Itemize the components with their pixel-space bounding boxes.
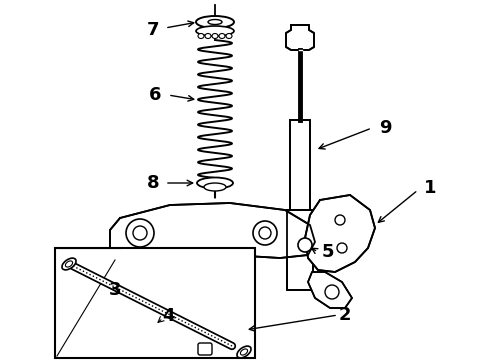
- Text: 9: 9: [379, 119, 391, 137]
- Ellipse shape: [208, 19, 222, 24]
- Ellipse shape: [226, 33, 232, 39]
- Ellipse shape: [62, 258, 76, 270]
- Text: 3: 3: [109, 281, 121, 299]
- Text: 6: 6: [149, 86, 161, 104]
- Circle shape: [335, 215, 345, 225]
- Ellipse shape: [212, 33, 218, 39]
- Text: 2: 2: [339, 306, 351, 324]
- Text: 7: 7: [147, 21, 159, 39]
- Ellipse shape: [237, 346, 251, 358]
- Circle shape: [126, 219, 154, 247]
- Ellipse shape: [66, 261, 73, 267]
- Circle shape: [253, 221, 277, 245]
- Ellipse shape: [198, 33, 204, 39]
- Text: 4: 4: [162, 307, 174, 325]
- Polygon shape: [110, 203, 315, 260]
- Polygon shape: [290, 120, 310, 210]
- Ellipse shape: [241, 349, 247, 355]
- Circle shape: [337, 243, 347, 253]
- Polygon shape: [286, 25, 314, 50]
- Ellipse shape: [197, 177, 233, 189]
- Bar: [55, 248, 255, 358]
- Text: 8: 8: [147, 174, 159, 192]
- Circle shape: [325, 285, 339, 299]
- Text: 5: 5: [322, 243, 334, 261]
- Circle shape: [259, 227, 271, 239]
- Polygon shape: [305, 195, 375, 272]
- Polygon shape: [308, 272, 352, 308]
- Ellipse shape: [196, 16, 234, 28]
- Ellipse shape: [196, 26, 234, 36]
- Circle shape: [298, 238, 312, 252]
- FancyBboxPatch shape: [198, 343, 212, 355]
- Ellipse shape: [205, 33, 211, 39]
- Text: 1: 1: [424, 179, 436, 197]
- Circle shape: [133, 226, 147, 240]
- Polygon shape: [287, 210, 313, 290]
- Ellipse shape: [219, 33, 225, 39]
- Ellipse shape: [204, 183, 226, 191]
